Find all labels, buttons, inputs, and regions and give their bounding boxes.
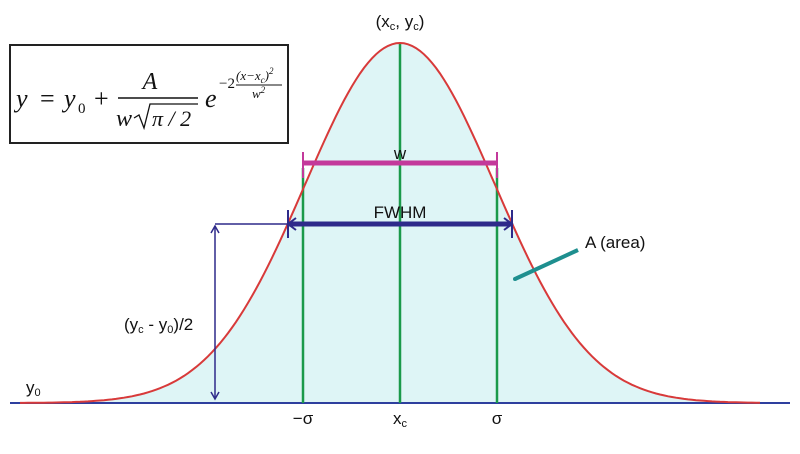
formula-plus: + [94, 84, 109, 113]
center-sub: c [402, 418, 408, 430]
half-sub: 0 [167, 324, 173, 336]
half-part: )/2 [173, 315, 193, 334]
area-pointer-dot [513, 277, 517, 281]
area-pointer [514, 248, 579, 281]
w-label: w [393, 144, 407, 163]
gaussian-curve [20, 41, 760, 404]
peak-sub: c [413, 21, 419, 33]
formula-exp-den: w2 [252, 85, 266, 101]
formula-den-w: w [116, 106, 132, 132]
peak-part: , y [395, 12, 413, 31]
baseline-part: y [26, 378, 35, 397]
formula-box [9, 44, 289, 144]
exp-den-pow: 2 [261, 85, 266, 95]
formula: y = y 0 + A w π / 2 e −2 (x−xc)2 w2 [13, 66, 282, 132]
sigma-label: σ [492, 409, 503, 428]
fwhm-label: FWHM [374, 203, 427, 222]
formula-y0-sub: 0 [78, 101, 86, 117]
exp-num-pow: 2 [269, 66, 274, 76]
peak-sub: c [390, 21, 396, 33]
formula-exp-coef: −2 [219, 76, 235, 92]
peak-part: (x [376, 12, 391, 31]
baseline-sub: 0 [35, 387, 41, 399]
baseline-label: y0 [26, 378, 41, 399]
half-part: - y [144, 315, 168, 334]
minus-sigma-label: −σ [293, 409, 314, 428]
peak-part: ) [419, 12, 425, 31]
exp-num: (x−x [236, 68, 261, 83]
formula-numerator: A [141, 69, 158, 95]
peak-label: (xc, yc) [376, 12, 425, 33]
half-height-label: (yc - y0)/2 [124, 315, 193, 336]
formula-equals: = [40, 84, 55, 113]
exp-num-end: ) [264, 68, 269, 83]
center-label: xc [393, 409, 408, 430]
formula-exp-num: (x−xc)2 [236, 66, 274, 85]
exp-num-sub: c [261, 75, 265, 85]
formula-e: e [205, 84, 217, 113]
area-label: A (area) [585, 233, 645, 252]
formula-den-root: π / 2 [152, 106, 191, 131]
half-part: (y [124, 315, 139, 334]
half-sub: c [138, 324, 144, 336]
exp-den: w [252, 86, 261, 101]
formula-y: y [13, 84, 28, 113]
sqrt-sign [133, 103, 198, 131]
half-height-arrow [210, 224, 220, 401]
fwhm-bar [215, 210, 514, 238]
w-bar [302, 152, 498, 178]
center-part: x [393, 409, 402, 428]
formula-y0: y [61, 84, 76, 113]
